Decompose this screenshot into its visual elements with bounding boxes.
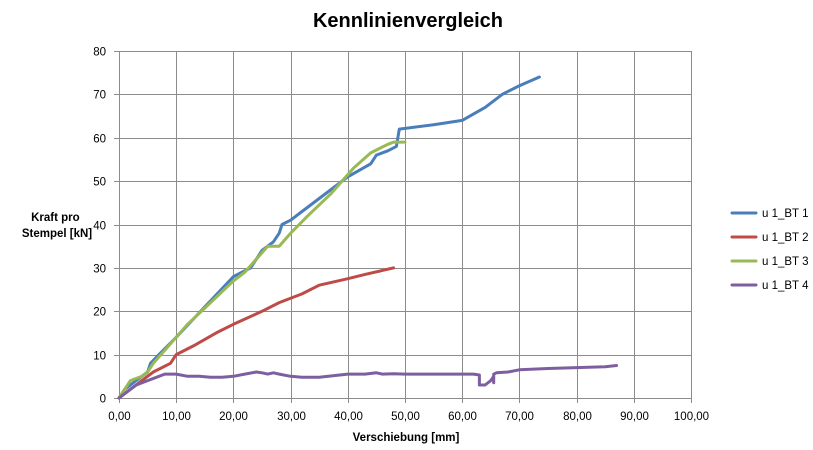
y-tick-label: 40 — [93, 221, 106, 233]
x-tick-label: 30,00 — [277, 411, 306, 423]
x-tick-labels: 0,00 10,00 20,00 30,00 40,00 50,00 60,00 70,00 8… — [108, 411, 709, 423]
x-tick-label: 60,00 — [448, 411, 477, 423]
legend-item: u 1_BT 4 — [730, 280, 809, 292]
legend-item: u 1_BT 3 — [730, 256, 808, 268]
y-tick-label: 70 — [93, 90, 106, 102]
x-tick-label: 40,00 — [334, 411, 363, 423]
x-tick-label: 10,00 — [162, 411, 191, 423]
grid — [119, 51, 692, 398]
legend-label: u 1_BT 4 — [762, 280, 809, 292]
legend-label: u 1_BT 1 — [762, 208, 808, 220]
y-tick-label: 60 — [93, 134, 106, 146]
y-tick-label: 30 — [93, 264, 106, 276]
y-axis-label: Kraft pro Stempel [kN] — [22, 212, 92, 240]
x-tick-label: 80,00 — [563, 411, 592, 423]
y-tick-labels: 0 10 20 30 40 50 60 70 80 — [93, 47, 106, 406]
x-tick-label: 90,00 — [620, 411, 649, 423]
legend-item: u 1_BT 2 — [730, 232, 808, 244]
legend: u 1_BT 1 u 1_BT 2 u 1_BT 3 u 1_BT 4 — [730, 208, 809, 292]
x-tick-label: 70,00 — [505, 411, 534, 423]
y-tick-label: 0 — [100, 394, 106, 406]
series-line-3 — [117, 140, 407, 400]
y-tick-label: 50 — [93, 177, 106, 189]
x-tick-label: 20,00 — [219, 411, 248, 423]
series-line-4 — [117, 364, 619, 400]
y-axis-label-line-2: Stempel [kN] — [22, 228, 92, 240]
x-tick-label: 50,00 — [391, 411, 420, 423]
x-tick-label: 100,00 — [674, 411, 709, 423]
y-tick-label: 80 — [93, 47, 106, 59]
legend-label: u 1_BT 3 — [762, 256, 808, 268]
chart-title: Kennlinienvergleich — [313, 10, 503, 32]
legend-label: u 1_BT 2 — [762, 232, 808, 244]
axes — [114, 51, 692, 403]
series-line-2 — [117, 266, 396, 400]
y-axis-label-line-1: Kraft pro — [31, 212, 80, 224]
x-axis-label: Verschiebung [mm] — [353, 432, 460, 444]
legend-item: u 1_BT 1 — [730, 208, 808, 220]
x-tick-label: 0,00 — [108, 411, 130, 423]
y-tick-label: 10 — [93, 351, 106, 363]
series-lines — [117, 75, 619, 400]
y-tick-label: 20 — [93, 307, 106, 319]
series-line-1 — [117, 75, 541, 400]
